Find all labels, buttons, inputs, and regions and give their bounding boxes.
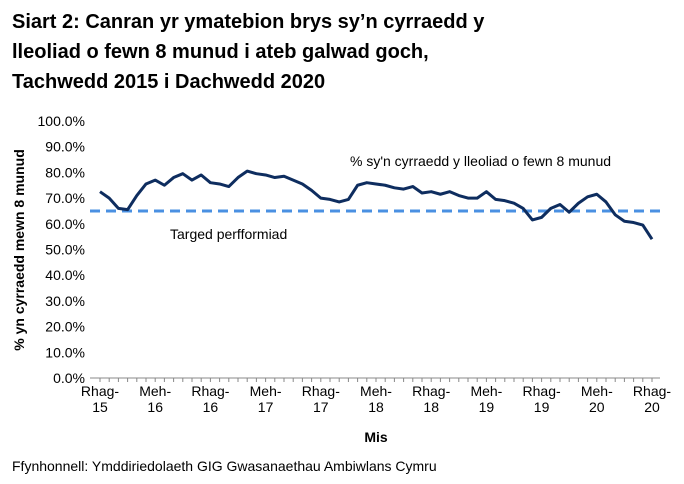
- y-tick-label: 70.0%: [45, 190, 85, 206]
- y-tick-label: 10.0%: [45, 344, 85, 360]
- x-tick-label: Rhag-15: [81, 383, 119, 415]
- x-tick-label: Rhag-20: [633, 383, 671, 415]
- y-tick-label: 0.0%: [53, 370, 85, 386]
- x-tick-label: Rhag-17: [302, 383, 340, 415]
- x-tick-label: Meh-16: [139, 383, 171, 415]
- y-tick-label: 50.0%: [45, 242, 85, 258]
- x-tick-label: Rhag-19: [523, 383, 561, 415]
- x-axis-label: Mis: [364, 429, 388, 445]
- y-tick-label: 20.0%: [45, 319, 85, 335]
- y-axis-label: % yn cyrraedd mewn 8 munud: [11, 149, 27, 351]
- target-label: Targed perfformiad: [170, 226, 287, 242]
- x-tick-label: Rhag-16: [191, 383, 229, 415]
- x-tick-label: Meh-19: [470, 383, 502, 415]
- y-tick-label: 40.0%: [45, 267, 85, 283]
- chart-title: Tachwedd 2015 i Dachwedd 2020: [12, 71, 325, 93]
- chart-title: lleoliad o fewn 8 munud i ateb galwad go…: [12, 41, 429, 63]
- y-tick-label: 30.0%: [45, 293, 85, 309]
- source: Ffynhonnell: Ymddiriedolaeth GIG Gwasana…: [12, 458, 437, 474]
- x-tick-label: Meh-20: [581, 383, 613, 415]
- x-tick-label: Meh-18: [360, 383, 392, 415]
- x-tick-label: Rhag-18: [412, 383, 450, 415]
- y-tick-label: 60.0%: [45, 216, 85, 232]
- chart-title: Siart 2: Canran yr ymatebion brys sy’n c…: [12, 11, 485, 33]
- y-tick-label: 80.0%: [45, 164, 85, 180]
- y-tick-label: 100.0%: [38, 113, 85, 129]
- x-tick-label: Meh-17: [250, 383, 282, 415]
- series-label: % sy'n cyrraedd y lleoliad o fewn 8 munu…: [350, 153, 611, 169]
- y-tick-label: 90.0%: [45, 139, 85, 155]
- series-line: [99, 169, 654, 241]
